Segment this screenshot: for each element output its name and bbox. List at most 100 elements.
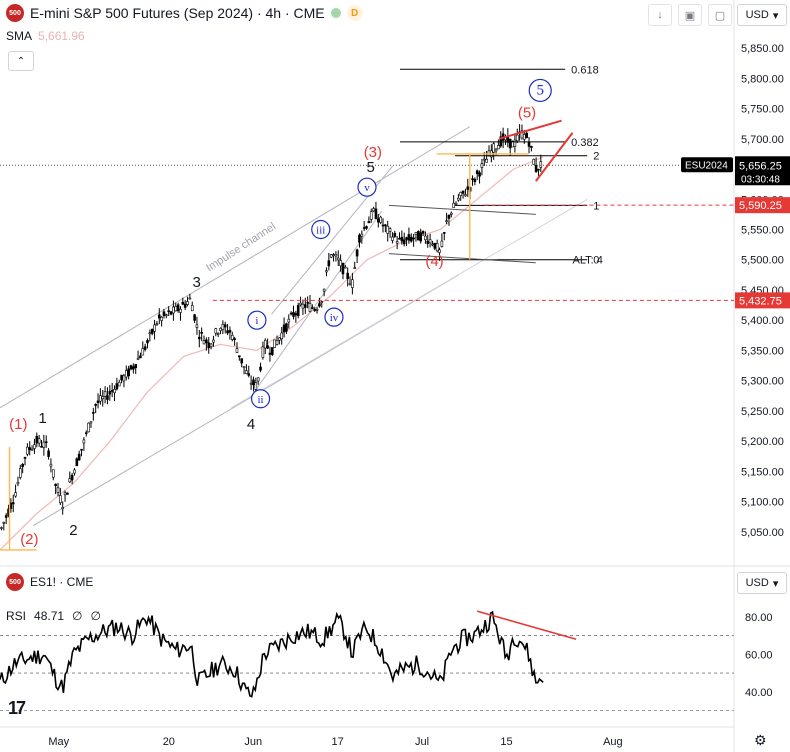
symbol-tag-bg xyxy=(681,157,733,173)
rsi-extra-1: ∅ xyxy=(72,609,83,623)
move-down-icon[interactable]: ↓ xyxy=(648,4,672,26)
candle-body xyxy=(311,307,314,309)
level-tag: 5,432.75 xyxy=(739,295,782,307)
candle-body xyxy=(273,339,276,348)
candle-body xyxy=(245,370,248,374)
collapse-pane-icon[interactable]: ▣ xyxy=(678,4,702,26)
candle-body xyxy=(322,288,326,292)
candle-body xyxy=(249,382,253,385)
fib-label-0: 0 xyxy=(593,255,599,267)
candle-body xyxy=(266,345,269,349)
candle-body xyxy=(454,203,458,205)
candle-body xyxy=(153,324,156,332)
level-tag-bg xyxy=(735,292,790,309)
candle-body xyxy=(209,343,213,347)
candle-body xyxy=(527,141,531,147)
wave-label: iv xyxy=(330,312,339,324)
rsi-pane[interactable] xyxy=(0,610,734,712)
candle-body xyxy=(252,379,255,386)
candle-body xyxy=(341,262,345,275)
candle-body xyxy=(169,311,173,315)
candle-body xyxy=(384,224,387,227)
pane2-title[interactable]: ES1! · CME xyxy=(30,575,94,589)
rsi-legend[interactable]: RSI 48.71 ∅ ∅ xyxy=(6,609,101,623)
last-price-tag: 5,656.25 xyxy=(739,160,782,172)
countdown-tag: 03:30:48 xyxy=(741,174,780,185)
candle-body xyxy=(513,139,517,147)
tradingview-logo[interactable]: 17 xyxy=(8,698,26,718)
candle-body xyxy=(478,172,481,177)
delayed-badge[interactable]: D xyxy=(346,5,363,21)
candle-body xyxy=(282,324,286,333)
candle-body xyxy=(89,421,93,424)
candle-body xyxy=(56,487,60,493)
candle-body xyxy=(256,377,260,382)
candle-body xyxy=(464,194,467,197)
market-status-icon xyxy=(330,8,341,18)
candle-body xyxy=(435,243,439,252)
alt-label: ALT: 4 xyxy=(573,255,603,267)
candle-body xyxy=(198,336,201,340)
candle-body xyxy=(466,186,470,190)
price-tick-label: 5,500.00 xyxy=(741,255,784,267)
candle-body xyxy=(421,230,425,234)
channel-upper-line xyxy=(0,126,471,409)
candle-body xyxy=(23,457,27,459)
candle-body xyxy=(268,352,272,355)
maximize-pane-icon[interactable]: ▢ xyxy=(708,4,732,26)
candle-body xyxy=(391,236,394,241)
candle-body xyxy=(259,366,262,371)
chart-title-bar[interactable]: 500 E-mini S&P 500 Futures (Sep 2024) · … xyxy=(6,3,363,23)
candle-body xyxy=(37,438,41,444)
candle-body xyxy=(33,444,36,449)
candle-body xyxy=(459,192,463,196)
pane2-title-bar[interactable]: 500 ES1! · CME xyxy=(6,573,93,591)
candle-body xyxy=(485,158,488,163)
candle-body xyxy=(315,309,319,311)
candle-body xyxy=(214,328,218,334)
channel-mid-line xyxy=(230,198,588,409)
time-tick-label: Aug xyxy=(603,736,623,748)
currency-selector[interactable]: USD ▾ xyxy=(737,4,787,26)
candle-body xyxy=(534,165,538,172)
level-tag-bg xyxy=(735,197,790,214)
candle-body xyxy=(117,382,121,387)
candle-body xyxy=(447,214,451,219)
rsi-tick-label: 60.00 xyxy=(745,649,773,661)
candle-body xyxy=(122,375,126,382)
candle-body xyxy=(63,492,67,496)
candle-body xyxy=(393,233,397,237)
gear-icon[interactable]: ⚙ xyxy=(754,732,767,748)
candle-body xyxy=(92,412,95,414)
collapse-legend-button[interactable]: ⌃ xyxy=(8,51,34,71)
wave-label: v xyxy=(364,182,370,194)
candle-body xyxy=(16,482,20,485)
wave-label: (4) xyxy=(425,253,443,270)
candle-body xyxy=(233,338,236,340)
candle-body xyxy=(327,260,331,267)
sma-legend[interactable]: SMA 5,661.96 xyxy=(6,29,85,43)
candle-body xyxy=(176,304,180,312)
price-tick-label: 5,200.00 xyxy=(741,436,784,448)
candle-body xyxy=(414,232,418,235)
candle-body xyxy=(51,469,55,478)
chart-title[interactable]: E-mini S&P 500 Futures (Sep 2024) · 4h ·… xyxy=(30,5,325,21)
candle-body xyxy=(388,228,392,232)
candle-body xyxy=(271,347,274,355)
candle-body xyxy=(530,146,533,148)
chevron-down-icon: ▾ xyxy=(772,577,779,590)
sma-label: SMA xyxy=(6,29,33,43)
candle-body xyxy=(115,383,119,390)
candle-body xyxy=(497,145,500,150)
candle-body xyxy=(179,308,182,313)
candle-body xyxy=(402,239,406,245)
symbol-badge: 500 xyxy=(6,4,24,22)
currency-selector-2[interactable]: USD ▾ xyxy=(737,572,787,594)
candle-body xyxy=(212,339,215,343)
candle-body xyxy=(376,218,380,223)
candle-body xyxy=(424,235,427,240)
time-tick-label: 15 xyxy=(500,736,512,748)
wave4-lower-line xyxy=(388,253,536,264)
candle-body xyxy=(207,342,211,349)
